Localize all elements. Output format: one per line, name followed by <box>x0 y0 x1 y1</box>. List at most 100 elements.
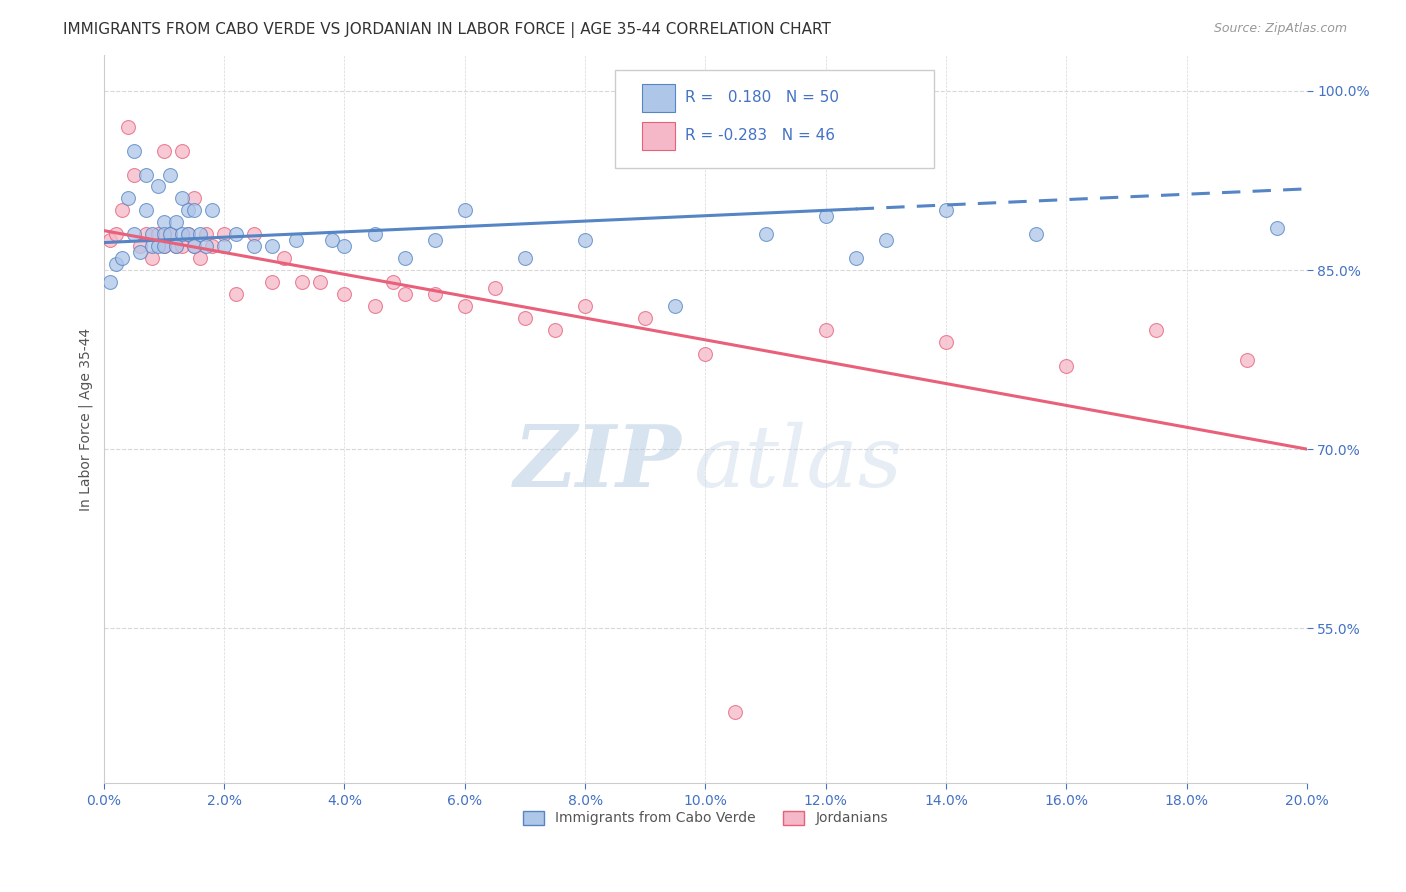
Point <box>291 275 314 289</box>
Point <box>574 299 596 313</box>
Point <box>243 239 266 253</box>
Point <box>754 227 776 242</box>
Point <box>170 191 193 205</box>
Point <box>544 323 567 337</box>
Point <box>381 275 404 289</box>
Point <box>122 144 145 158</box>
Point <box>146 179 169 194</box>
Point <box>225 286 247 301</box>
Point <box>165 215 187 229</box>
Point <box>814 209 837 223</box>
Point <box>183 191 205 205</box>
Point <box>117 120 139 134</box>
Point <box>177 227 200 242</box>
Point <box>195 227 218 242</box>
Point <box>201 203 224 218</box>
Point <box>454 299 477 313</box>
Point <box>122 227 145 242</box>
Text: IMMIGRANTS FROM CABO VERDE VS JORDANIAN IN LABOR FORCE | AGE 35-44 CORRELATION C: IMMIGRANTS FROM CABO VERDE VS JORDANIAN … <box>63 22 831 38</box>
Point <box>423 233 446 247</box>
Point <box>159 227 181 242</box>
Point <box>273 251 295 265</box>
Point <box>394 286 416 301</box>
Point <box>165 239 187 253</box>
Point <box>170 239 193 253</box>
Point <box>195 239 218 253</box>
Text: Source: ZipAtlas.com: Source: ZipAtlas.com <box>1213 22 1347 36</box>
Point <box>188 227 211 242</box>
Point <box>212 227 235 242</box>
Point <box>177 227 200 242</box>
Point <box>394 251 416 265</box>
Point <box>262 239 284 253</box>
Point <box>664 299 686 313</box>
Point <box>183 203 205 218</box>
Point <box>159 168 181 182</box>
Point <box>146 239 169 253</box>
Point <box>845 251 868 265</box>
Point <box>104 227 127 242</box>
Point <box>141 227 163 242</box>
Point <box>814 323 837 337</box>
Point <box>153 239 176 253</box>
Point <box>875 233 897 247</box>
Point <box>183 239 205 253</box>
Point <box>135 168 157 182</box>
Point <box>153 215 176 229</box>
Point <box>129 245 152 260</box>
Point <box>1236 352 1258 367</box>
Point <box>513 310 536 325</box>
Point <box>309 275 332 289</box>
Point <box>153 227 176 242</box>
Point <box>243 227 266 242</box>
Point <box>484 281 506 295</box>
Point <box>159 227 181 242</box>
FancyBboxPatch shape <box>616 70 934 168</box>
Point <box>574 233 596 247</box>
Point <box>153 239 176 253</box>
Point <box>122 168 145 182</box>
Point <box>935 203 957 218</box>
Point <box>423 286 446 301</box>
Point <box>111 251 134 265</box>
Y-axis label: In Labor Force | Age 35-44: In Labor Force | Age 35-44 <box>79 327 93 511</box>
Point <box>513 251 536 265</box>
Point <box>363 227 385 242</box>
Point <box>935 334 957 349</box>
Point <box>104 257 127 271</box>
Point <box>170 227 193 242</box>
Point <box>135 227 157 242</box>
Point <box>146 227 169 242</box>
Point <box>363 299 385 313</box>
Text: R =   0.180   N = 50: R = 0.180 N = 50 <box>685 90 839 105</box>
Point <box>183 239 205 253</box>
Text: R = -0.283   N = 46: R = -0.283 N = 46 <box>685 128 835 143</box>
Point <box>225 227 247 242</box>
Point <box>321 233 343 247</box>
Point <box>695 346 717 360</box>
Point <box>454 203 477 218</box>
Point <box>165 239 187 253</box>
Point <box>262 275 284 289</box>
Point <box>201 239 224 253</box>
Point <box>141 239 163 253</box>
Point <box>724 705 747 719</box>
Point <box>141 251 163 265</box>
Point <box>117 191 139 205</box>
Point <box>212 239 235 253</box>
Point <box>1054 359 1077 373</box>
Point <box>98 275 121 289</box>
Point <box>1025 227 1047 242</box>
Point <box>177 203 200 218</box>
Point <box>333 239 356 253</box>
FancyBboxPatch shape <box>641 122 675 150</box>
Point <box>129 239 152 253</box>
Point <box>153 144 176 158</box>
Point <box>1265 221 1288 235</box>
Text: atlas: atlas <box>693 422 903 504</box>
Legend: Immigrants from Cabo Verde, Jordanians: Immigrants from Cabo Verde, Jordanians <box>517 805 893 831</box>
Point <box>333 286 356 301</box>
Point <box>170 144 193 158</box>
FancyBboxPatch shape <box>641 84 675 112</box>
Point <box>1146 323 1168 337</box>
